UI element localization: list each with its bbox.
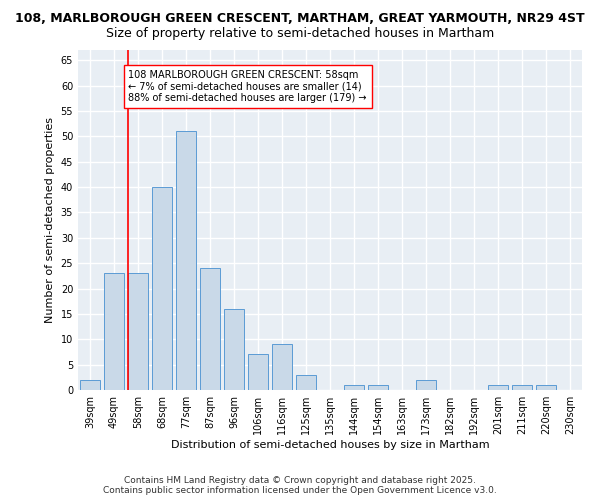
Bar bbox=[80, 380, 100, 390]
Text: 108 MARLBOROUGH GREEN CRESCENT: 58sqm
← 7% of semi-detached houses are smaller (: 108 MARLBOROUGH GREEN CRESCENT: 58sqm ← … bbox=[128, 70, 367, 104]
Text: 108, MARLBOROUGH GREEN CRESCENT, MARTHAM, GREAT YARMOUTH, NR29 4ST: 108, MARLBOROUGH GREEN CRESCENT, MARTHAM… bbox=[15, 12, 585, 26]
Bar bbox=[128, 274, 148, 390]
Bar bbox=[200, 268, 220, 390]
Bar bbox=[152, 187, 172, 390]
Bar bbox=[368, 385, 388, 390]
Bar bbox=[248, 354, 268, 390]
Bar bbox=[104, 274, 124, 390]
Bar bbox=[416, 380, 436, 390]
Y-axis label: Number of semi-detached properties: Number of semi-detached properties bbox=[45, 117, 55, 323]
Bar bbox=[488, 385, 508, 390]
Text: Contains HM Land Registry data © Crown copyright and database right 2025.
Contai: Contains HM Land Registry data © Crown c… bbox=[103, 476, 497, 495]
Bar bbox=[224, 309, 244, 390]
Text: Size of property relative to semi-detached houses in Martham: Size of property relative to semi-detach… bbox=[106, 28, 494, 40]
X-axis label: Distribution of semi-detached houses by size in Martham: Distribution of semi-detached houses by … bbox=[170, 440, 490, 450]
Bar bbox=[512, 385, 532, 390]
Bar bbox=[272, 344, 292, 390]
Bar bbox=[296, 375, 316, 390]
Bar bbox=[344, 385, 364, 390]
Bar bbox=[536, 385, 556, 390]
Bar bbox=[176, 131, 196, 390]
